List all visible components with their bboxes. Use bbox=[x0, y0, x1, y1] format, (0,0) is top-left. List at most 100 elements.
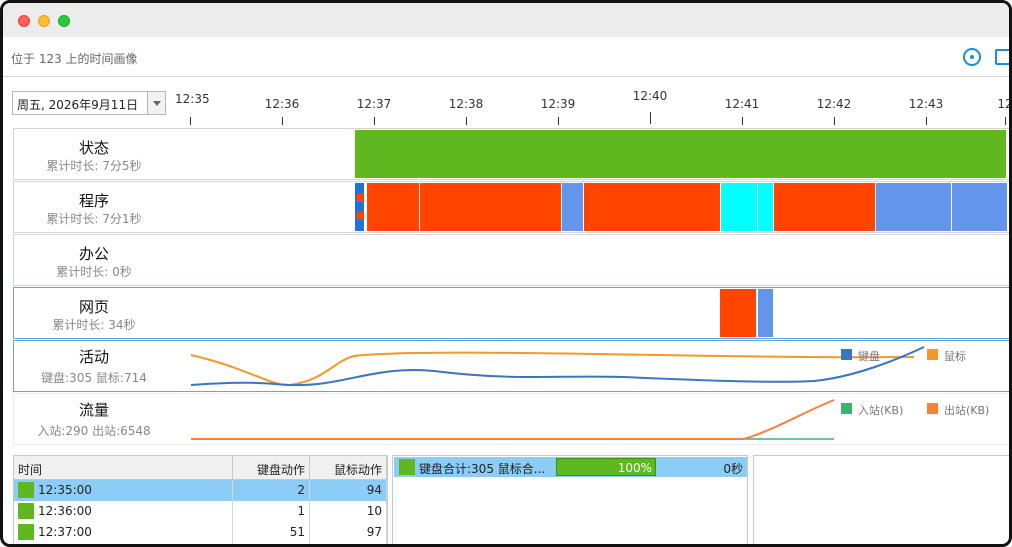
row-activity[interactable]: 活动 键盘:305 鼠标:714 键盘 鼠标 bbox=[13, 340, 1009, 392]
row-office-duration: 累计时长: 0秒 bbox=[56, 265, 132, 279]
column-header-keyboard[interactable]: 键盘动作 bbox=[233, 456, 310, 480]
program-segment[interactable] bbox=[721, 183, 757, 231]
cell-keyboard: 51 bbox=[233, 522, 310, 543]
legend-mouse-label: 鼠标 bbox=[944, 350, 966, 363]
summary-panel: 键盘合计:305 鼠标合... 100% 0秒 bbox=[392, 455, 748, 544]
time-tick-mark bbox=[374, 117, 375, 125]
cell-mouse: 30 bbox=[310, 543, 387, 544]
web-segment[interactable] bbox=[720, 289, 756, 337]
row-web[interactable]: 网页 累计时长: 34秒 bbox=[13, 287, 1009, 339]
legend-inbound-label: 入站(KB) bbox=[858, 404, 904, 417]
program-segment[interactable] bbox=[355, 183, 364, 231]
cell-time-text: 12:37:00 bbox=[38, 525, 92, 539]
column-header-time[interactable]: 时间 bbox=[14, 456, 233, 480]
legend-outbound-swatch bbox=[927, 403, 938, 414]
legend-keyboard-label: 键盘 bbox=[858, 350, 880, 363]
row-office-name: 办公 bbox=[78, 245, 109, 263]
time-tick-label: 12:36 bbox=[264, 97, 300, 111]
row-web-name: 网页 bbox=[78, 298, 109, 316]
refresh-icon[interactable] bbox=[963, 48, 981, 66]
time-tick-label: 12:43 bbox=[908, 97, 944, 111]
legend-mouse-swatch bbox=[927, 349, 938, 360]
time-tick-mark bbox=[834, 117, 835, 125]
time-tick-mark bbox=[558, 117, 559, 125]
legend-outbound-label: 出站(KB) bbox=[944, 404, 990, 417]
time-tick-label: 12 bbox=[997, 97, 1012, 111]
export-icon[interactable] bbox=[995, 49, 1009, 65]
time-tick-label: 12:38 bbox=[448, 97, 484, 111]
summary-swatch bbox=[399, 459, 415, 475]
table-row[interactable]: 12:37:00 51 97 bbox=[14, 522, 387, 543]
legend-inbound-swatch bbox=[841, 403, 852, 414]
row-office[interactable]: 办公 累计时长: 0秒 bbox=[13, 234, 1009, 286]
program-segment[interactable] bbox=[357, 194, 364, 202]
cell-time: 12:37:00 bbox=[14, 522, 233, 543]
row-activity-counts: 键盘:305 鼠标:714 bbox=[41, 371, 147, 385]
minimize-window-button[interactable] bbox=[38, 15, 50, 27]
cell-keyboard: 10 bbox=[233, 543, 310, 544]
row-status-name: 状态 bbox=[78, 139, 109, 157]
page-title: 位于 123 上的时间画像 bbox=[11, 52, 138, 66]
cell-time: 12:36:00 bbox=[14, 501, 233, 522]
traffic-chart bbox=[191, 399, 835, 440]
outbound-line bbox=[191, 399, 835, 440]
mouse-line bbox=[190, 351, 915, 387]
program-segment[interactable] bbox=[420, 183, 561, 231]
time-tick-mark bbox=[650, 112, 651, 124]
status-segment-active[interactable] bbox=[355, 130, 1006, 178]
time-tick-label: 12:39 bbox=[540, 97, 576, 111]
program-segment[interactable] bbox=[584, 183, 720, 231]
date-picker-value: 周五, 2026年9月11日 bbox=[17, 98, 139, 112]
time-tick-label: 12:42 bbox=[816, 97, 852, 111]
row-traffic-name: 流量 bbox=[78, 401, 109, 419]
row-traffic[interactable]: 流量 入站:290 出站:6548 入站(KB) 出站(KB) bbox=[13, 393, 1009, 445]
cell-time-text: 12:35:00 bbox=[38, 483, 92, 497]
row-program-name: 程序 bbox=[78, 192, 109, 210]
program-segment[interactable] bbox=[876, 183, 951, 231]
title-bar bbox=[3, 3, 1009, 37]
cell-mouse: 94 bbox=[310, 480, 387, 501]
time-tick-mark bbox=[926, 117, 927, 125]
chevron-down-icon[interactable] bbox=[147, 92, 165, 114]
summary-label: 键盘合计:305 鼠标合... bbox=[419, 462, 546, 476]
detail-panel bbox=[753, 455, 1009, 544]
summary-duration: 0秒 bbox=[723, 462, 743, 476]
row-activity-name: 活动 bbox=[78, 348, 109, 366]
row-web-duration: 累计时长: 34秒 bbox=[52, 318, 136, 332]
maximize-window-button[interactable] bbox=[58, 15, 70, 27]
program-segment[interactable] bbox=[367, 183, 419, 231]
column-header-mouse[interactable]: 鼠标动作 bbox=[310, 456, 387, 480]
activity-chart bbox=[190, 346, 925, 387]
cell-mouse: 97 bbox=[310, 522, 387, 543]
row-status[interactable]: 状态 累计时长: 7分5秒 bbox=[13, 128, 1009, 180]
table-row[interactable]: 12:38:001030 bbox=[14, 543, 387, 544]
program-segment[interactable] bbox=[562, 183, 583, 231]
time-tick-label: 12:35 bbox=[175, 92, 210, 106]
time-tick-label: 12:40 bbox=[632, 89, 668, 103]
summary-row[interactable]: 键盘合计:305 鼠标合... 100% 0秒 bbox=[394, 457, 747, 477]
cell-time: 12:38:00 bbox=[14, 543, 233, 544]
cell-keyboard: 1 bbox=[233, 501, 310, 522]
close-window-button[interactable] bbox=[18, 15, 30, 27]
web-segment[interactable] bbox=[758, 289, 773, 337]
program-segment[interactable] bbox=[357, 212, 364, 220]
summary-percent: 100% bbox=[617, 461, 652, 475]
program-segment[interactable] bbox=[758, 183, 773, 231]
time-tick-mark bbox=[190, 117, 191, 125]
time-tick-mark bbox=[282, 117, 283, 125]
program-segment[interactable] bbox=[774, 183, 875, 231]
row-traffic-counts: 入站:290 出站:6548 bbox=[37, 424, 151, 438]
row-swatch bbox=[18, 482, 34, 498]
cell-time: 12:35:00 bbox=[14, 480, 233, 501]
row-program-duration: 累计时长: 7分1秒 bbox=[46, 212, 142, 226]
row-swatch bbox=[18, 503, 34, 519]
summary-progress-bar: 100% bbox=[556, 458, 656, 476]
cell-time-text: 12:36:00 bbox=[38, 504, 92, 518]
row-program[interactable]: 程序 累计时长: 7分1秒 bbox=[13, 181, 1009, 233]
time-tick-mark bbox=[1005, 117, 1006, 125]
program-segment[interactable] bbox=[952, 183, 1007, 231]
table-row[interactable]: 12:36:00 1 10 bbox=[14, 501, 387, 522]
table-row[interactable]: 12:35:00 2 94 bbox=[14, 480, 387, 501]
date-picker[interactable]: 周五, 2026年9月11日 bbox=[12, 91, 166, 115]
